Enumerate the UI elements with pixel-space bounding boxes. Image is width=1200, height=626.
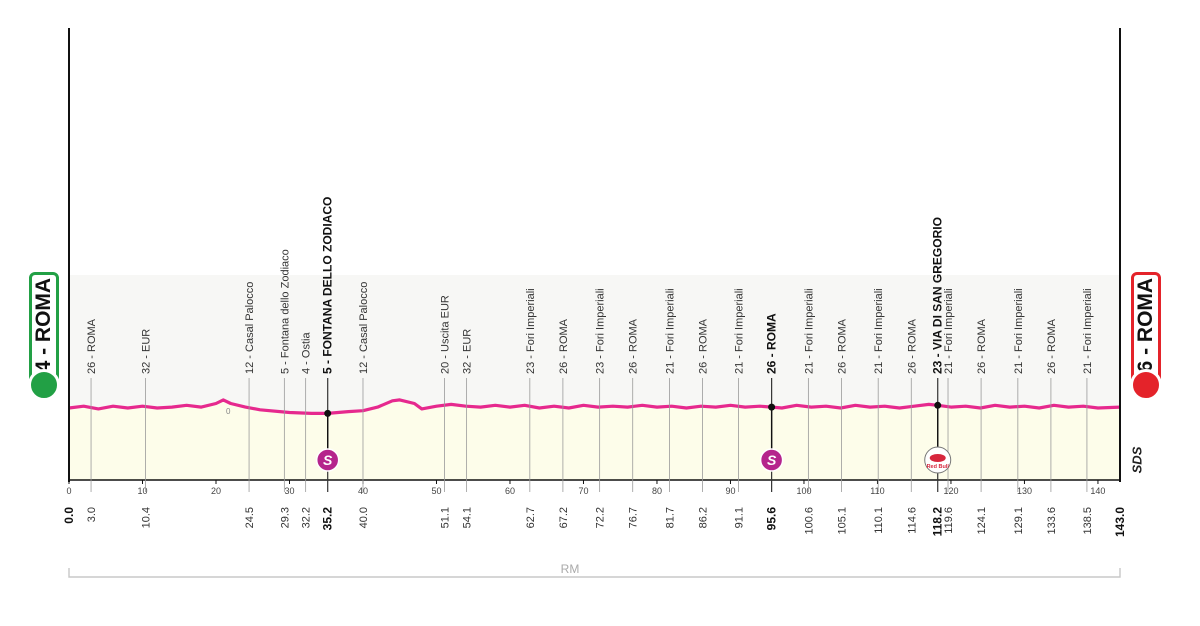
x-tick-label: 140	[1090, 486, 1105, 496]
marker-dot	[934, 401, 942, 409]
waypoint-km: 81.7	[664, 507, 676, 528]
waypoint-name: 26 - ROMA	[976, 318, 988, 374]
waypoint-km: 3.0	[86, 507, 98, 522]
waypoint-name: 21 - Fori Imperiali	[943, 288, 955, 374]
waypoint-km: 105.1	[836, 507, 848, 535]
waypoint-name: 26 - ROMA	[836, 318, 848, 374]
sds-text: SDS	[1129, 446, 1145, 474]
waypoint-name: 12 - Casal Palocco	[244, 282, 256, 374]
x-tick-label: 90	[725, 486, 735, 496]
waypoint-km: 110.1	[873, 507, 885, 534]
waypoint-km: 72.2	[595, 507, 607, 528]
waypoint-name: 4 - Ostia	[301, 332, 313, 374]
waypoint-km: 129.1	[1013, 507, 1025, 535]
waypoint-name: 12 - Casal Palocco	[358, 282, 370, 374]
x-tick-label: 30	[284, 486, 294, 496]
waypoint-km: 51.1	[440, 507, 452, 528]
waypoint-km: 10.4	[140, 507, 152, 528]
waypoint-km: 118.2	[931, 507, 945, 537]
rm-bracket-line	[68, 568, 1121, 578]
bonus-bull-shape	[929, 454, 946, 462]
waypoint-km: 32.2	[301, 507, 313, 528]
waypoint-km: 95.6	[765, 507, 779, 531]
waypoint-name: 21 - Fori Imperiali	[1013, 288, 1025, 374]
sprint-symbol: S	[323, 452, 333, 468]
waypoint-km: 29.3	[279, 507, 291, 528]
waypoint-km: 133.6	[1046, 507, 1058, 535]
x-tick-label: 100	[796, 486, 811, 496]
finish-badge: 26 - ROMA	[1130, 272, 1162, 401]
waypoint-km: 67.2	[558, 507, 570, 528]
x-axis: 0 10 20 30 40 50 60 70 80 90 100 110 120 130 140	[66, 480, 1105, 496]
sprint-symbol: S	[767, 452, 777, 468]
x-tick-label: 80	[652, 486, 662, 496]
waypoint-name: 26 - ROMA	[698, 318, 710, 374]
waypoint-km: 114.6	[906, 507, 918, 534]
waypoint-km: 124.1	[976, 507, 988, 535]
waypoint-name: 5 - FONTANA DELLO ZODIACO	[321, 197, 335, 374]
waypoint-name: 32 - EUR	[462, 329, 474, 374]
waypoint-km: 138.5	[1082, 507, 1094, 535]
waypoint-name: 26 - ROMA	[86, 318, 98, 374]
waypoint-km: 40.0	[358, 507, 370, 528]
waypoint-name: 26 - ROMA	[558, 318, 570, 374]
x-tick-label: 130	[1017, 486, 1032, 496]
waypoint-name: 26 - ROMA	[765, 313, 779, 374]
waypoint-name: 26 - ROMA	[1046, 318, 1058, 374]
elevation-profile: 0	[68, 398, 1121, 480]
waypoint-km: 24.5	[244, 507, 256, 528]
bonus-logo-text: Red Bull	[927, 464, 950, 470]
sprint-markers: S S Red Bull	[315, 401, 952, 474]
cyclist-finish-icon	[1130, 369, 1162, 401]
waypoint-name: 21 - Fori Imperiali	[1082, 288, 1094, 374]
x-tick-label: 60	[505, 486, 515, 496]
waypoint-km: 62.7	[525, 507, 537, 528]
waypoint-name: 21 - Fori Imperiali	[734, 288, 746, 374]
x-tick-label: 0	[66, 486, 71, 496]
waypoint-name: 23 - Fori Imperiali	[595, 288, 607, 374]
x-tick-label: 20	[211, 486, 221, 496]
waypoint-km: 86.2	[698, 507, 710, 528]
start-badge: 24 - ROMA	[28, 272, 60, 401]
waypoint-km: 0.0	[62, 507, 76, 524]
sprint-icon	[759, 448, 784, 472]
waypoint-name: 5 - Fontana dello Zodiaco	[279, 249, 291, 374]
marker-dot	[324, 409, 332, 417]
sprint-icon	[315, 448, 340, 472]
waypoint-name: 20 - Uscita EUR	[440, 295, 452, 374]
waypoint-km: 119.6	[943, 507, 955, 534]
x-tick-label: 50	[431, 486, 441, 496]
x-tick-label: 110	[870, 486, 884, 496]
waypoint-name: 21 - Fori Imperiali	[803, 288, 815, 374]
marker-dot	[768, 403, 776, 411]
waypoint-name: 26 - ROMA	[906, 318, 918, 374]
sds-logo: SDS	[1124, 445, 1150, 475]
elevation-marker: 0	[226, 407, 231, 416]
x-tick-label: 70	[578, 486, 588, 496]
rm-bracket	[68, 568, 1121, 578]
waypoint-km: 76.7	[628, 507, 640, 528]
waypoint-km: 54.1	[462, 507, 474, 528]
waypoint-labels: 0.0 3.0 26 - ROMA 10.4 32 - EUR 24.5 12 - Casa…	[62, 197, 1127, 537]
waypoint-name: 21 - Fori Imperiali	[873, 288, 885, 374]
waypoint-km: 35.2	[321, 507, 335, 531]
x-tick-label: 10	[137, 486, 147, 496]
waypoint-km: 143.0	[1113, 507, 1127, 537]
cyclist-start-icon	[28, 369, 60, 401]
waypoint-name: 23 - Fori Imperiali	[525, 288, 537, 374]
waypoint-name: 23 - VIA DI SAN GREGORIO	[931, 217, 945, 374]
waypoint-km: 100.6	[803, 507, 815, 535]
waypoint-name: 32 - EUR	[140, 329, 152, 374]
chart-frame	[68, 28, 1121, 482]
rm-label: RM	[560, 562, 580, 576]
waypoint-name: 21 - Fori Imperiali	[664, 288, 676, 374]
waypoint-km: 91.1	[734, 507, 746, 528]
waypoint-name: 26 - ROMA	[628, 318, 640, 374]
x-tick-label: 120	[943, 486, 958, 496]
